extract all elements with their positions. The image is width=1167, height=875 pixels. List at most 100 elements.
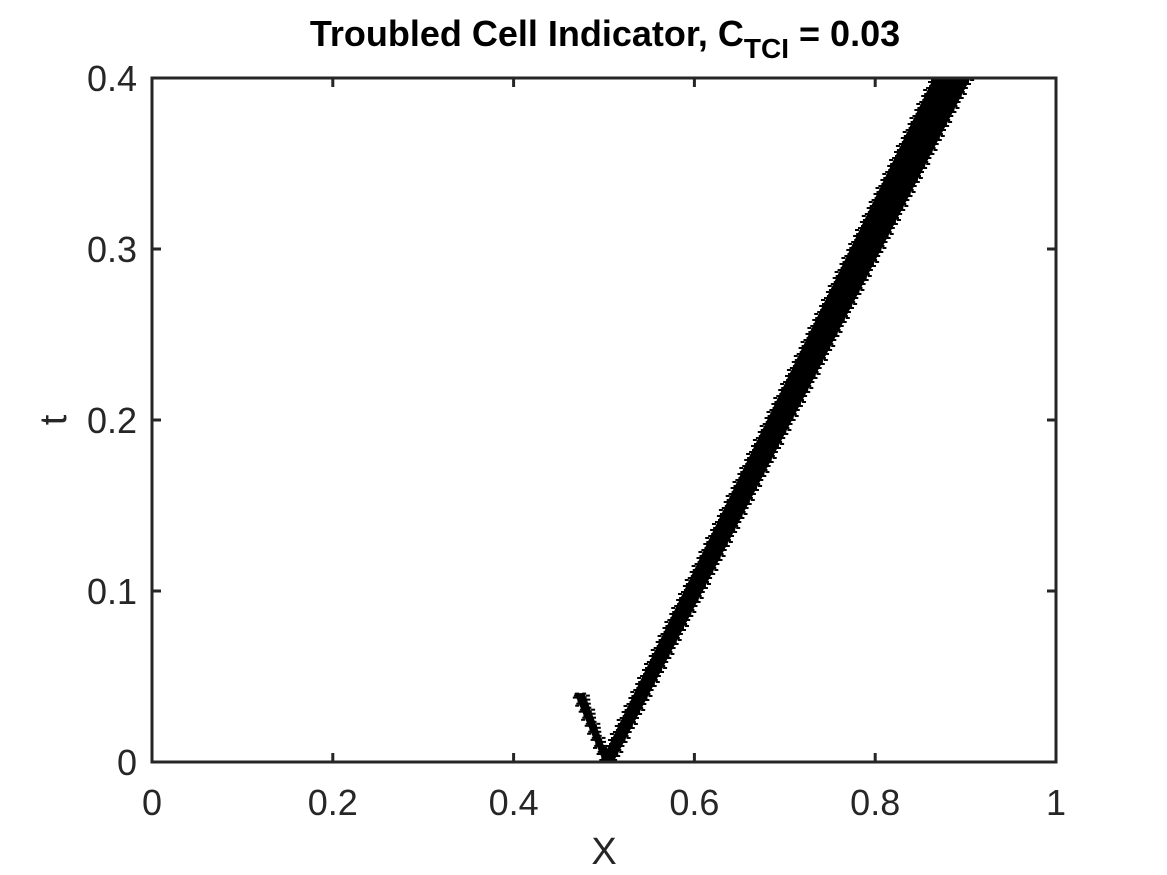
troubled-cell	[686, 587, 691, 589]
troubled-cell	[725, 545, 730, 547]
troubled-cell	[928, 151, 933, 153]
troubled-cell	[833, 281, 838, 283]
x-tick-label: 0	[142, 782, 162, 823]
troubled-cell	[576, 702, 581, 705]
troubled-cell	[887, 231, 892, 233]
troubled-cell	[653, 679, 658, 681]
troubled-cell	[838, 331, 843, 333]
troubled-cell	[681, 621, 686, 623]
troubled-cell	[641, 709, 646, 711]
troubled-cell	[854, 297, 859, 299]
troubled-cell	[607, 749, 612, 751]
troubled-cell	[906, 133, 911, 135]
troubled-cell	[582, 692, 587, 695]
troubled-cell	[801, 345, 806, 347]
troubled-cell	[840, 319, 845, 321]
troubled-cell	[718, 519, 722, 521]
troubled-cell	[814, 313, 819, 315]
troubled-cell	[893, 215, 898, 217]
troubled-cell	[769, 461, 774, 463]
troubled-cell	[923, 89, 928, 91]
troubled-cell	[733, 531, 738, 533]
troubled-cell	[861, 283, 866, 285]
troubled-cell	[700, 559, 705, 561]
troubled-cell	[830, 283, 835, 285]
troubled-cell	[648, 655, 653, 657]
x-tick-label: 0.2	[308, 782, 358, 823]
troubled-cell	[585, 722, 590, 725]
troubled-cell	[822, 303, 826, 305]
troubled-cell	[927, 157, 932, 159]
troubled-cell	[620, 721, 625, 723]
troubled-cell	[935, 137, 940, 139]
troubled-cell	[906, 193, 911, 195]
troubled-cell	[656, 675, 661, 677]
troubled-cell	[811, 329, 816, 331]
troubled-cell	[770, 413, 775, 415]
troubled-cell	[601, 757, 606, 759]
troubled-cell	[700, 591, 705, 593]
y-tick-label: 0.4	[87, 58, 137, 99]
troubled-cell	[716, 557, 721, 559]
troubled-cell	[664, 621, 669, 623]
troubled-cell	[864, 213, 869, 215]
troubled-cell	[623, 705, 628, 707]
troubled-cell	[886, 175, 891, 177]
troubled-cell	[945, 125, 950, 127]
troubled-cell	[715, 563, 720, 565]
troubled-cell	[927, 91, 932, 93]
troubled-cell	[635, 717, 639, 719]
troubled-cell	[593, 746, 597, 749]
troubled-cell	[825, 353, 829, 355]
troubled-cell	[602, 744, 607, 747]
troubled-cell	[584, 712, 589, 715]
troubled-cell	[850, 251, 855, 253]
troubled-cell	[709, 539, 714, 541]
troubled-cell	[807, 385, 812, 387]
troubled-cell	[905, 199, 910, 201]
y-axis-label: t	[33, 414, 75, 425]
troubled-cell	[900, 201, 905, 203]
troubled-cell	[818, 315, 823, 317]
troubled-cell	[897, 219, 901, 221]
troubled-cell	[721, 555, 726, 557]
troubled-cell	[698, 589, 703, 591]
troubled-cell	[625, 713, 630, 715]
troubled-cell	[592, 720, 597, 723]
troubled-cell	[875, 187, 880, 189]
troubled-cell	[623, 741, 628, 743]
troubled-cell	[725, 495, 730, 497]
troubled-cell	[674, 643, 679, 645]
troubled-cell	[624, 735, 629, 737]
troubled-cell	[598, 738, 603, 741]
troubled-cell	[848, 305, 853, 307]
troubled-cell	[637, 677, 642, 679]
troubled-cell	[612, 731, 617, 733]
troubled-cell	[637, 705, 642, 707]
troubled-cell	[922, 159, 927, 161]
troubled-cell	[809, 335, 814, 337]
troubled-cell	[784, 433, 789, 435]
troubled-cell	[621, 739, 626, 741]
troubled-cell	[635, 683, 640, 685]
troubled-cell	[734, 525, 739, 527]
troubled-cell	[688, 581, 693, 583]
troubled-cell	[658, 669, 663, 671]
troubled-cell	[627, 707, 632, 709]
troubled-cell	[760, 473, 765, 475]
troubled-cell	[832, 339, 837, 341]
troubled-cell	[618, 727, 623, 729]
troubled-cell	[624, 709, 629, 711]
troubled-cell	[688, 607, 693, 609]
troubled-cell	[622, 715, 627, 717]
troubled-cell	[756, 441, 761, 443]
troubled-cell	[915, 173, 919, 175]
troubled-cell	[788, 373, 792, 375]
troubled-cell	[659, 643, 664, 645]
troubled-cell	[876, 191, 881, 193]
troubled-cell	[867, 275, 872, 277]
troubled-cell	[720, 547, 725, 549]
troubled-cell	[650, 683, 655, 685]
troubled-cell	[786, 421, 791, 423]
